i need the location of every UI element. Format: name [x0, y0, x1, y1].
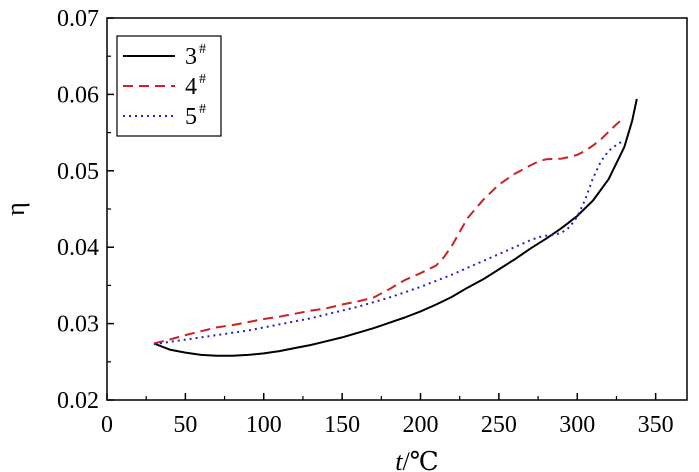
- series-line-5: [153, 139, 625, 346]
- x-tick-label: 100: [246, 412, 282, 438]
- legend-label-4: 4: [185, 74, 197, 100]
- y-tick-label: 0.05: [57, 159, 99, 185]
- x-tick-label: 250: [481, 412, 517, 438]
- series-line-4: [153, 116, 625, 345]
- x-tick-label: 0: [101, 412, 113, 438]
- legend-label-sup-3: #: [199, 42, 206, 57]
- y-tick-label: 0.06: [57, 82, 99, 108]
- y-tick-label: 0.07: [57, 6, 99, 32]
- legend-label-3: 3: [185, 44, 197, 70]
- legend-label-sup-4: #: [199, 72, 206, 87]
- legend-label-sup-5: #: [199, 102, 206, 117]
- legend: 3 #4 #5 #: [116, 35, 222, 137]
- x-axis-label: t/℃: [395, 447, 439, 472]
- y-tick-label: 0.04: [57, 235, 99, 261]
- x-axis-label-unit: /℃: [402, 447, 438, 472]
- y-tick-label: 0.02: [57, 388, 99, 414]
- x-tick-label: 200: [403, 412, 439, 438]
- series-group: [153, 98, 638, 357]
- y-tick-label: 0.03: [57, 312, 99, 338]
- ticks: 0 50 100 150 200 250 300 350 0.02 0.03 0.04 0.05 0.0…: [57, 6, 674, 438]
- series-line-3: [153, 98, 638, 357]
- legend-box: [116, 35, 222, 137]
- x-tick-label: 300: [559, 412, 595, 438]
- x-tick-label: 150: [324, 412, 360, 438]
- x-axis-label-var: t: [395, 447, 403, 472]
- axis-labels: t/℃ η: [1, 202, 439, 472]
- x-tick-label: 350: [638, 412, 674, 438]
- legend-label-5: 5: [185, 104, 197, 130]
- y-axis-label: η: [1, 202, 30, 216]
- x-tick-label: 50: [173, 412, 197, 438]
